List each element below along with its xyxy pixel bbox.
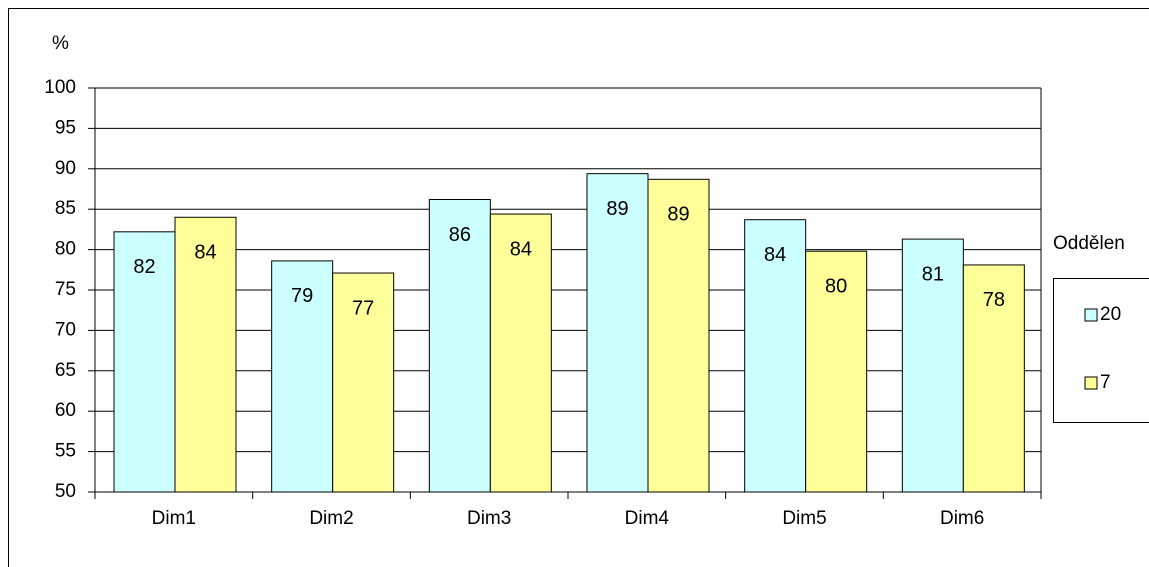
value-label: 84 [764,244,786,266]
value-label: 84 [194,242,216,264]
bar [332,272,395,493]
y-tick-label: 85 [55,198,76,219]
value-label: 78 [983,289,1005,311]
value-label: 89 [667,204,689,226]
value-label: 82 [133,256,155,278]
x-tick-label: Dim6 [940,508,984,529]
y-tick-label: 60 [55,400,76,421]
value-label: 84 [510,238,532,260]
legend-label: 7 [1100,372,1111,393]
bar [744,219,807,493]
y-tick-label: 55 [55,441,76,462]
y-axis-label: % [52,33,69,54]
bar [805,250,868,493]
y-tick-label: 70 [55,319,76,340]
value-label: 77 [352,297,374,319]
y-tick-label: 75 [55,279,76,300]
value-label: 89 [606,198,628,220]
y-tick-label: 95 [55,117,76,138]
legend-title: Oddělen [1053,233,1125,254]
legend-label: 20 [1100,304,1121,325]
x-tick-label: Dim2 [309,508,353,529]
x-tick-label: Dim4 [625,508,670,529]
y-tick-label: 90 [55,158,76,179]
y-tick-label: 50 [55,481,76,502]
value-label: 86 [449,224,471,246]
legend-swatch [1084,376,1098,390]
bar [901,238,964,493]
bar [428,199,491,493]
bar [962,264,1025,493]
value-label: 80 [825,275,847,297]
x-tick-label: Dim3 [467,508,511,529]
y-tick-label: 65 [55,360,76,381]
legend-swatch [1084,308,1098,322]
bar [174,216,237,493]
legend-box [1053,278,1149,423]
value-label: 79 [291,285,313,307]
x-tick-label: Dim5 [782,508,826,529]
bar [586,173,649,493]
bar [647,178,710,493]
bar [489,213,552,493]
y-tick-label: 80 [55,239,76,260]
value-label: 81 [922,263,944,285]
y-tick-label: 100 [44,77,76,98]
x-tick-label: Dim1 [152,508,196,529]
